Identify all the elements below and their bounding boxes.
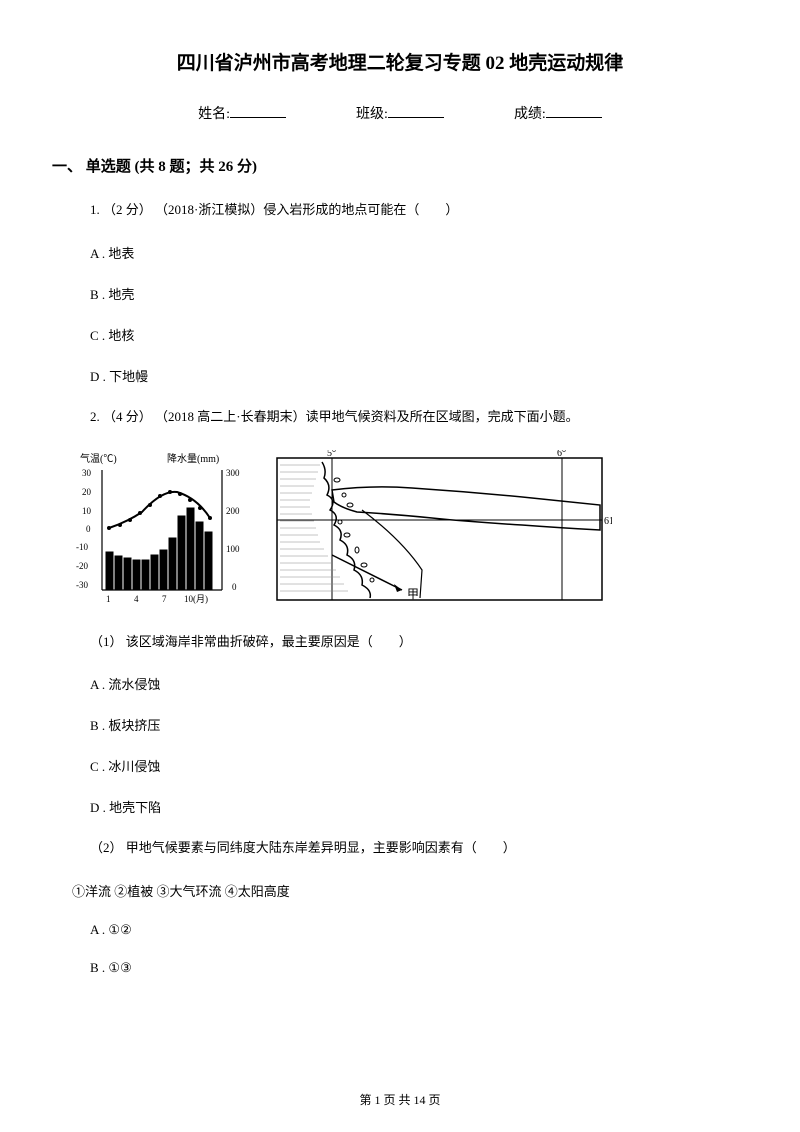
svg-text:7: 7	[162, 594, 167, 604]
svg-text:30: 30	[82, 468, 92, 478]
svg-text:-20: -20	[76, 561, 88, 571]
question-2: 2. （4 分） （2018 高二上·长春期末）读甲地气候资料及所在区域图，完成…	[90, 407, 728, 428]
q2-s1-option-a: A . 流水侵蚀	[90, 674, 728, 693]
q2-s1-option-c: C . 冰川侵蚀	[90, 756, 728, 775]
svg-text:5°: 5°	[327, 450, 336, 459]
svg-text:0: 0	[86, 524, 91, 534]
q1-option-d: D . 下地幔	[90, 366, 728, 385]
svg-text:200: 200	[226, 506, 240, 516]
figure-container: 气温(℃) 降水量(mm) 30 20 10 0 -10 -20 -30 300…	[62, 450, 728, 610]
climate-chart: 气温(℃) 降水量(mm) 30 20 10 0 -10 -20 -30 300…	[62, 450, 262, 610]
svg-text:4: 4	[134, 594, 139, 604]
svg-text:10: 10	[82, 506, 92, 516]
svg-text:-10: -10	[76, 542, 88, 552]
q1-option-a: A . 地表	[90, 243, 728, 262]
svg-text:-30: -30	[76, 580, 88, 590]
score-label: 成绩:	[514, 103, 546, 123]
q1-option-b: B . 地壳	[90, 284, 728, 303]
q1-option-c: C . 地核	[90, 325, 728, 344]
q2-s2-option-b: B . ①③	[90, 960, 728, 976]
svg-text:100: 100	[226, 544, 240, 554]
svg-text:300: 300	[226, 468, 240, 478]
q2-sub2: （2） 甲地气候要素与同纬度大陆东岸差异明显，主要影响因素有（ ）	[90, 838, 728, 859]
region-map: 5° 6° 61°	[272, 450, 612, 610]
name-label: 姓名:	[198, 103, 230, 123]
svg-text:甲: 甲	[407, 587, 419, 601]
svg-text:6°: 6°	[557, 450, 566, 459]
page-footer: 第 1 页 共 14 页	[0, 1091, 800, 1108]
chart-label-temp: 气温(℃)	[80, 452, 117, 465]
svg-text:10(月): 10(月)	[184, 594, 208, 604]
score-blank[interactable]	[546, 104, 602, 118]
q2-s1-option-b: B . 板块挤压	[90, 715, 728, 734]
svg-text:1: 1	[106, 594, 111, 604]
info-row: 姓名: 班级: 成绩:	[72, 103, 728, 123]
class-blank[interactable]	[388, 104, 444, 118]
q2-factors: ①洋流 ②植被 ③大气环流 ④太阳高度	[72, 881, 728, 900]
svg-text:61°: 61°	[604, 516, 612, 527]
class-label: 班级:	[356, 103, 388, 123]
q2-s2-option-a: A . ①②	[90, 922, 728, 938]
class-field: 班级:	[356, 103, 444, 123]
score-field: 成绩:	[514, 103, 602, 123]
q2-s1-option-d: D . 地壳下陷	[90, 797, 728, 816]
question-1: 1. （2 分） （2018·浙江模拟）侵入岩形成的地点可能在（ ）	[90, 200, 728, 221]
chart-label-precip: 降水量(mm)	[167, 452, 219, 465]
svg-text:0: 0	[232, 582, 237, 592]
page-title: 四川省泸州市高考地理二轮复习专题 02 地壳运动规律	[72, 48, 728, 75]
name-blank[interactable]	[230, 104, 286, 118]
name-field: 姓名:	[198, 103, 286, 123]
svg-text:20: 20	[82, 487, 92, 497]
q2-sub1: （1） 该区域海岸非常曲折破碎，最主要原因是（ ）	[90, 632, 728, 653]
section-header: 一、 单选题 (共 8 题；共 26 分)	[52, 155, 728, 176]
